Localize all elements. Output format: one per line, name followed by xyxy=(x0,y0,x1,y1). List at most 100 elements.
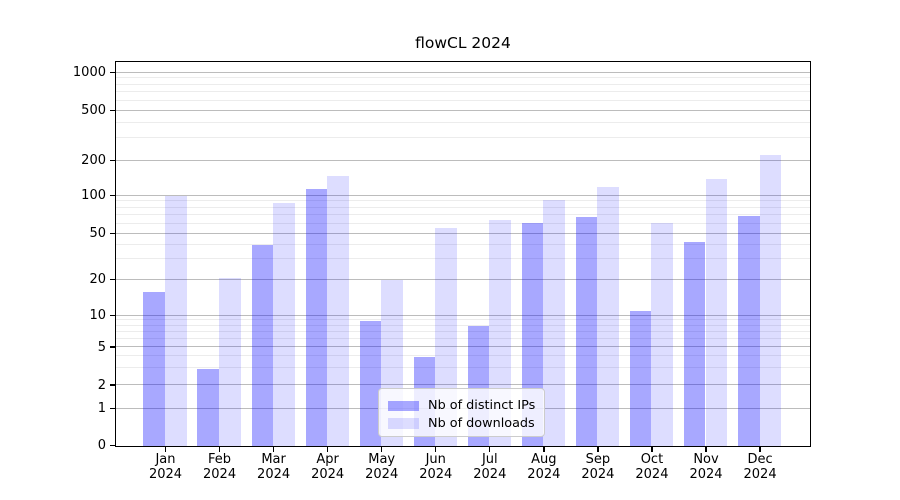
x-tick-label-line: 2024 xyxy=(419,467,453,482)
x-tick-label: Feb 2024 xyxy=(190,452,250,482)
y-tick-mark xyxy=(109,194,116,197)
y-tick-label: 20 xyxy=(89,272,106,287)
gridline-minor xyxy=(116,243,810,245)
bar-downloads-apr xyxy=(327,175,349,446)
legend-item-distinct-ips: Nb of distinct IPs xyxy=(388,397,537,415)
x-tick-label-line: Jan xyxy=(155,452,176,467)
gridline-major xyxy=(116,71,810,73)
bar-distinct-ips-nov xyxy=(683,241,706,446)
x-tick-label-line: May xyxy=(368,452,396,467)
gridline-minor xyxy=(116,83,810,85)
gridline-minor xyxy=(116,137,810,139)
bar-downloads-sep xyxy=(597,186,619,446)
legend: Nb of distinct IPs Nb of downloads xyxy=(378,388,545,437)
bar-downloads-feb xyxy=(219,277,241,446)
gridline-major xyxy=(116,384,810,385)
gridline-minor xyxy=(116,222,810,224)
x-tick-label-line: 2024 xyxy=(148,467,183,482)
x-tick-label: May 2024 xyxy=(352,452,412,482)
y-tick-label: 500 xyxy=(81,103,106,118)
x-tick-label-line: Mar xyxy=(261,452,286,467)
gridline-minor xyxy=(116,200,810,202)
bar-downloads-oct xyxy=(651,223,674,446)
x-tick-label-line: Jul xyxy=(481,452,498,467)
y-tick-label: 1000 xyxy=(72,65,106,80)
legend-label-distinct-ips: Nb of distinct IPs xyxy=(428,398,536,414)
x-tick-label: Jun 2024 xyxy=(406,452,466,482)
gridline-minor xyxy=(116,355,810,357)
legend-swatch-downloads xyxy=(388,418,419,429)
y-tick-label: 200 xyxy=(81,153,106,168)
gridline-minor xyxy=(116,206,810,208)
gridline-minor xyxy=(116,337,810,339)
x-tick-label-line: 2024 xyxy=(581,467,615,482)
x-tick-mark xyxy=(759,446,761,452)
legend-label-downloads: Nb of downloads xyxy=(428,415,535,431)
gridline-minor xyxy=(116,324,810,326)
gridline-major xyxy=(116,232,810,234)
x-tick-mark xyxy=(435,446,437,452)
bar-downloads-dec xyxy=(759,154,782,446)
x-tick-label-line: Jun xyxy=(425,452,446,467)
y-tick-mark xyxy=(109,159,116,162)
bar-distinct-ips-oct xyxy=(629,311,652,446)
x-tick-label-line: 2024 xyxy=(311,467,345,482)
gridline-major xyxy=(116,346,810,347)
x-tick-label-line: 2024 xyxy=(527,467,561,482)
bar-distinct-ips-dec xyxy=(737,215,760,446)
x-tick-mark xyxy=(651,446,653,452)
x-tick-label: Dec 2024 xyxy=(730,452,790,482)
gridline-minor xyxy=(116,330,810,332)
bar-distinct-ips-feb xyxy=(197,368,220,446)
x-tick-mark xyxy=(489,446,491,452)
x-tick-label: Aug 2024 xyxy=(514,452,574,482)
gridline-major xyxy=(116,159,810,161)
y-tick-mark xyxy=(109,278,116,281)
bar-downloads-mar xyxy=(273,203,295,446)
chart-title: flowCL 2024 xyxy=(415,34,511,52)
y-tick-mark xyxy=(109,407,116,410)
gridline-major xyxy=(116,314,810,316)
x-tick-mark xyxy=(381,446,383,452)
gridline-minor xyxy=(116,214,810,216)
x-tick-label-line: Oct xyxy=(640,452,664,467)
x-tick-label: Jan 2024 xyxy=(136,452,196,482)
bar-distinct-ips-mar xyxy=(251,245,274,446)
x-tick-mark xyxy=(543,446,545,452)
legend-swatch-distinct-ips xyxy=(388,400,419,411)
plot-area: Nb of distinct IPs Nb of downloads xyxy=(115,61,811,447)
x-tick-mark xyxy=(327,446,329,452)
bar-distinct-ips-sep xyxy=(575,217,598,446)
x-tick-label-line: 2024 xyxy=(203,467,237,482)
gridline-major xyxy=(116,278,810,280)
y-tick-label: 0 xyxy=(97,438,106,453)
gridline-minor xyxy=(116,91,810,93)
x-tick-mark xyxy=(273,446,275,452)
x-tick-label-line: Nov xyxy=(693,452,719,467)
y-tick-label: 1 xyxy=(97,401,106,416)
x-tick-label: Oct 2024 xyxy=(622,452,682,482)
x-tick-label: Nov 2024 xyxy=(676,452,736,482)
y-tick-label: 5 xyxy=(97,339,106,355)
x-tick-label: Apr 2024 xyxy=(298,452,358,482)
y-tick-mark xyxy=(109,314,116,317)
y-tick-mark xyxy=(109,232,116,235)
x-tick-label-line: 2024 xyxy=(689,467,723,482)
x-tick-label-line: Aug xyxy=(531,452,557,467)
gridline-minor xyxy=(116,99,810,101)
bar-distinct-ips-may xyxy=(359,320,382,446)
x-tick-mark xyxy=(705,446,707,452)
x-tick-label: Mar 2024 xyxy=(244,452,304,482)
x-tick-label: Sep 2024 xyxy=(568,452,628,482)
x-tick-mark xyxy=(218,446,221,452)
x-tick-label-line: 2024 xyxy=(473,467,507,482)
y-tick-mark xyxy=(109,444,116,447)
x-tick-label-line: 2024 xyxy=(743,467,777,482)
x-tick-mark xyxy=(597,446,599,452)
gridline-minor xyxy=(116,121,810,123)
legend-item-downloads: Nb of downloads xyxy=(388,415,537,433)
x-tick-label-line: Apr xyxy=(316,452,339,467)
bar-downloads-nov xyxy=(705,179,728,446)
x-tick-label: Jul 2024 xyxy=(460,452,520,482)
x-tick-label-line: 2024 xyxy=(365,467,399,482)
